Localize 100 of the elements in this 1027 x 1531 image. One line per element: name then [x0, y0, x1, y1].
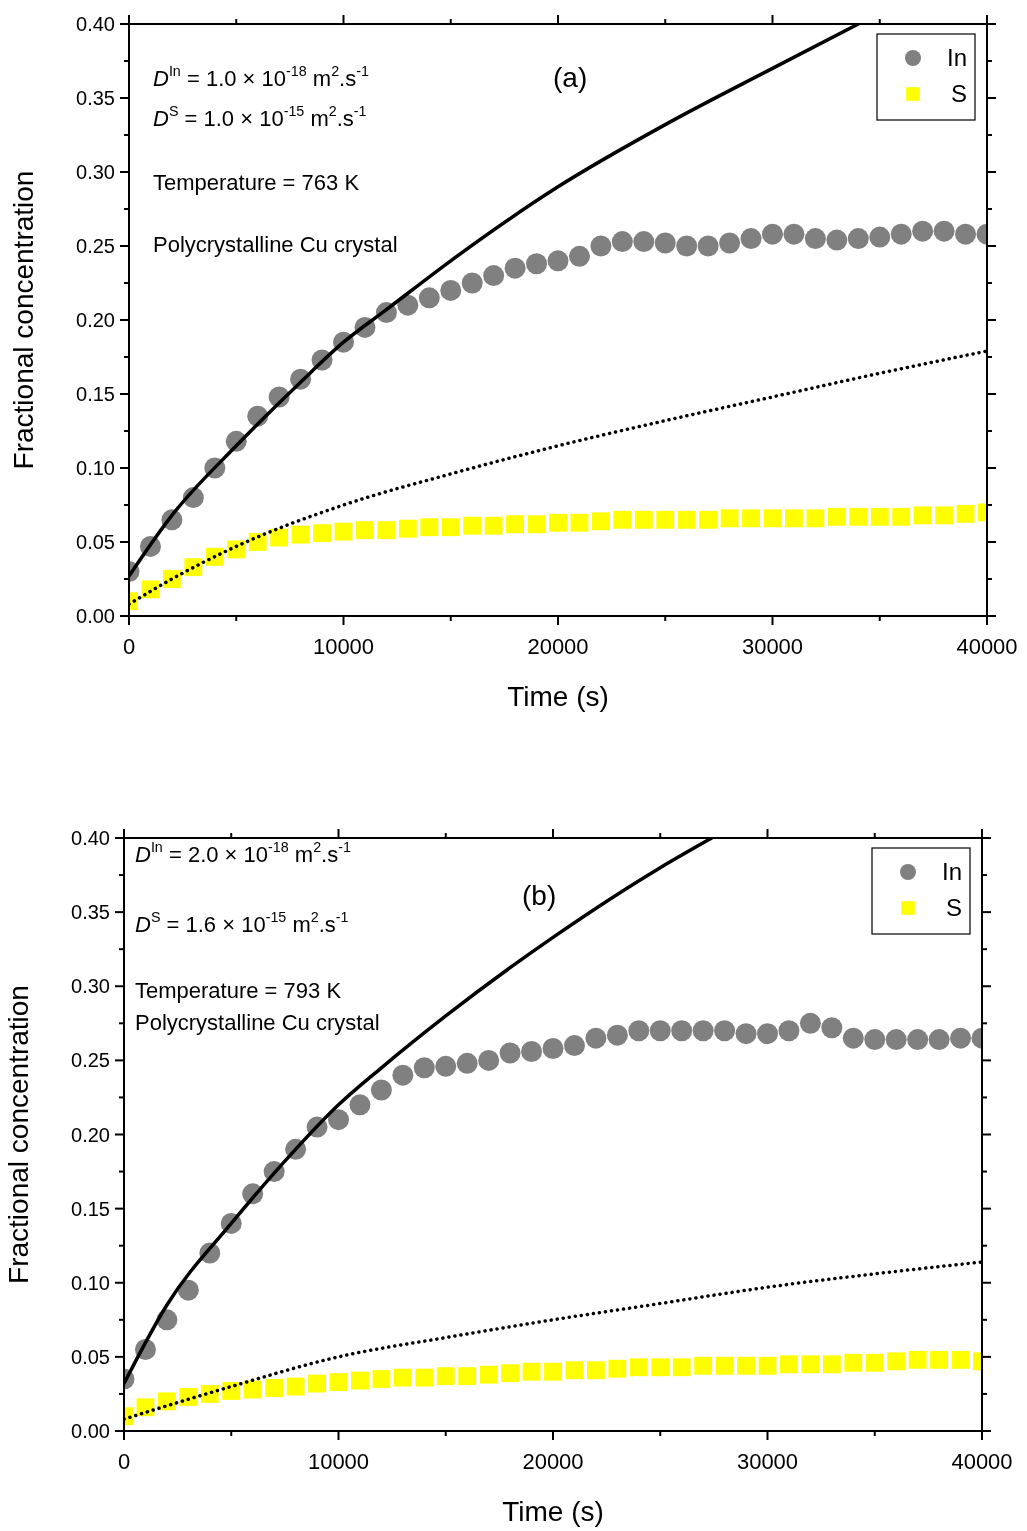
point: [328, 1109, 349, 1131]
point: [740, 228, 762, 250]
point: [398, 519, 417, 538]
point: [806, 509, 825, 528]
point: [586, 1361, 605, 1380]
point: [933, 220, 955, 242]
point: [265, 1379, 284, 1397]
x-axis-title: Time (s): [507, 681, 609, 712]
x-tick-label: 30000: [741, 634, 804, 659]
y-tick-label: 0.00: [71, 1420, 110, 1442]
point: [629, 1358, 648, 1377]
point: [955, 223, 977, 245]
annotation: D$^{In}$ = 1.0 × 10$^{-18}$ m$^{2}$.s$^{-1}$: [153, 63, 369, 91]
point: [654, 232, 676, 254]
y-tick-label: 0.30: [76, 161, 115, 183]
point: [804, 228, 826, 250]
point: [440, 279, 462, 301]
point: [737, 1356, 755, 1375]
y-tick-label: 0.05: [71, 1345, 110, 1368]
point: [651, 1358, 670, 1377]
y-tick-label: 0.35: [71, 901, 110, 924]
point: [504, 257, 526, 279]
annotation: D$^{In}$ = 2.0 × 10$^{-18}$ m$^{2}$.s$^{-1}$: [135, 839, 351, 867]
point: [907, 1029, 929, 1051]
point: [694, 1356, 713, 1375]
point: [672, 1358, 691, 1377]
x-tick-label: 0: [117, 1449, 131, 1474]
legend-label: In: [941, 858, 962, 885]
x-tick-label: 20000: [527, 634, 589, 659]
x-tick-label: 40000: [951, 1449, 1013, 1474]
x-axis-title: Time (s): [502, 1496, 604, 1527]
y-tick-label: 0.40: [76, 13, 115, 35]
point: [527, 515, 546, 534]
point: [930, 1350, 949, 1369]
point: [847, 228, 869, 250]
y-tick-label: 0.05: [76, 531, 115, 553]
point: [544, 1362, 562, 1381]
x-tick-label: 0: [122, 634, 136, 659]
point: [248, 533, 267, 551]
y-tick-label: 0.00: [76, 605, 115, 627]
point: [392, 1064, 414, 1086]
point: [628, 1020, 650, 1042]
point: [526, 253, 548, 275]
point: [308, 1374, 326, 1393]
point: [865, 1353, 884, 1372]
point: [697, 235, 719, 257]
point: [590, 235, 612, 257]
point: [200, 1385, 219, 1403]
point: [785, 509, 803, 528]
point: [892, 507, 911, 526]
point: [950, 1027, 972, 1049]
point: [908, 1350, 927, 1369]
point: [441, 518, 460, 537]
point: [570, 513, 589, 532]
point: [822, 1355, 841, 1374]
point: [783, 223, 805, 245]
point: [720, 509, 739, 528]
point: [699, 510, 718, 529]
point: [591, 512, 610, 531]
point: [484, 516, 503, 535]
point: [568, 245, 590, 267]
point: [656, 510, 675, 529]
point: [227, 540, 246, 559]
y-tick-label: 0.15: [71, 1197, 110, 1220]
point: [418, 287, 440, 309]
legend-label: In: [946, 44, 967, 71]
point: [205, 547, 224, 566]
point: [313, 524, 331, 543]
point: [542, 1038, 564, 1060]
point: [649, 1020, 671, 1042]
x-tick-label: 10000: [312, 634, 375, 659]
point: [286, 1377, 305, 1396]
x-tick-label: 30000: [736, 1449, 799, 1474]
point: [634, 510, 653, 529]
x-tick-label: 10000: [307, 1449, 370, 1474]
point: [334, 522, 353, 541]
annotation: D$^{S}$ = 1.6 × 10$^{-15}$ m$^{2}$.s$^{-1}$: [135, 909, 349, 937]
point: [885, 1029, 907, 1051]
point: [715, 1356, 734, 1375]
point: [179, 1387, 198, 1406]
point: [735, 1023, 757, 1045]
point: [291, 525, 310, 544]
point: [742, 509, 760, 528]
point: [351, 1371, 369, 1390]
x-tick-label: 40000: [956, 634, 1018, 659]
annotation: Temperature = 793 K: [135, 978, 342, 1003]
point: [177, 1279, 199, 1301]
point: [184, 558, 203, 577]
legend-label: S: [950, 80, 967, 107]
y-tick-label: 0.40: [71, 827, 110, 849]
point: [458, 1367, 477, 1386]
point: [585, 1027, 607, 1049]
point: [478, 1049, 500, 1071]
point: [547, 250, 569, 272]
y-tick-label: 0.20: [76, 309, 115, 331]
point: [780, 1355, 798, 1374]
point: [613, 510, 632, 529]
point: [821, 1017, 843, 1039]
point: [671, 1020, 693, 1042]
point: [928, 1029, 950, 1051]
